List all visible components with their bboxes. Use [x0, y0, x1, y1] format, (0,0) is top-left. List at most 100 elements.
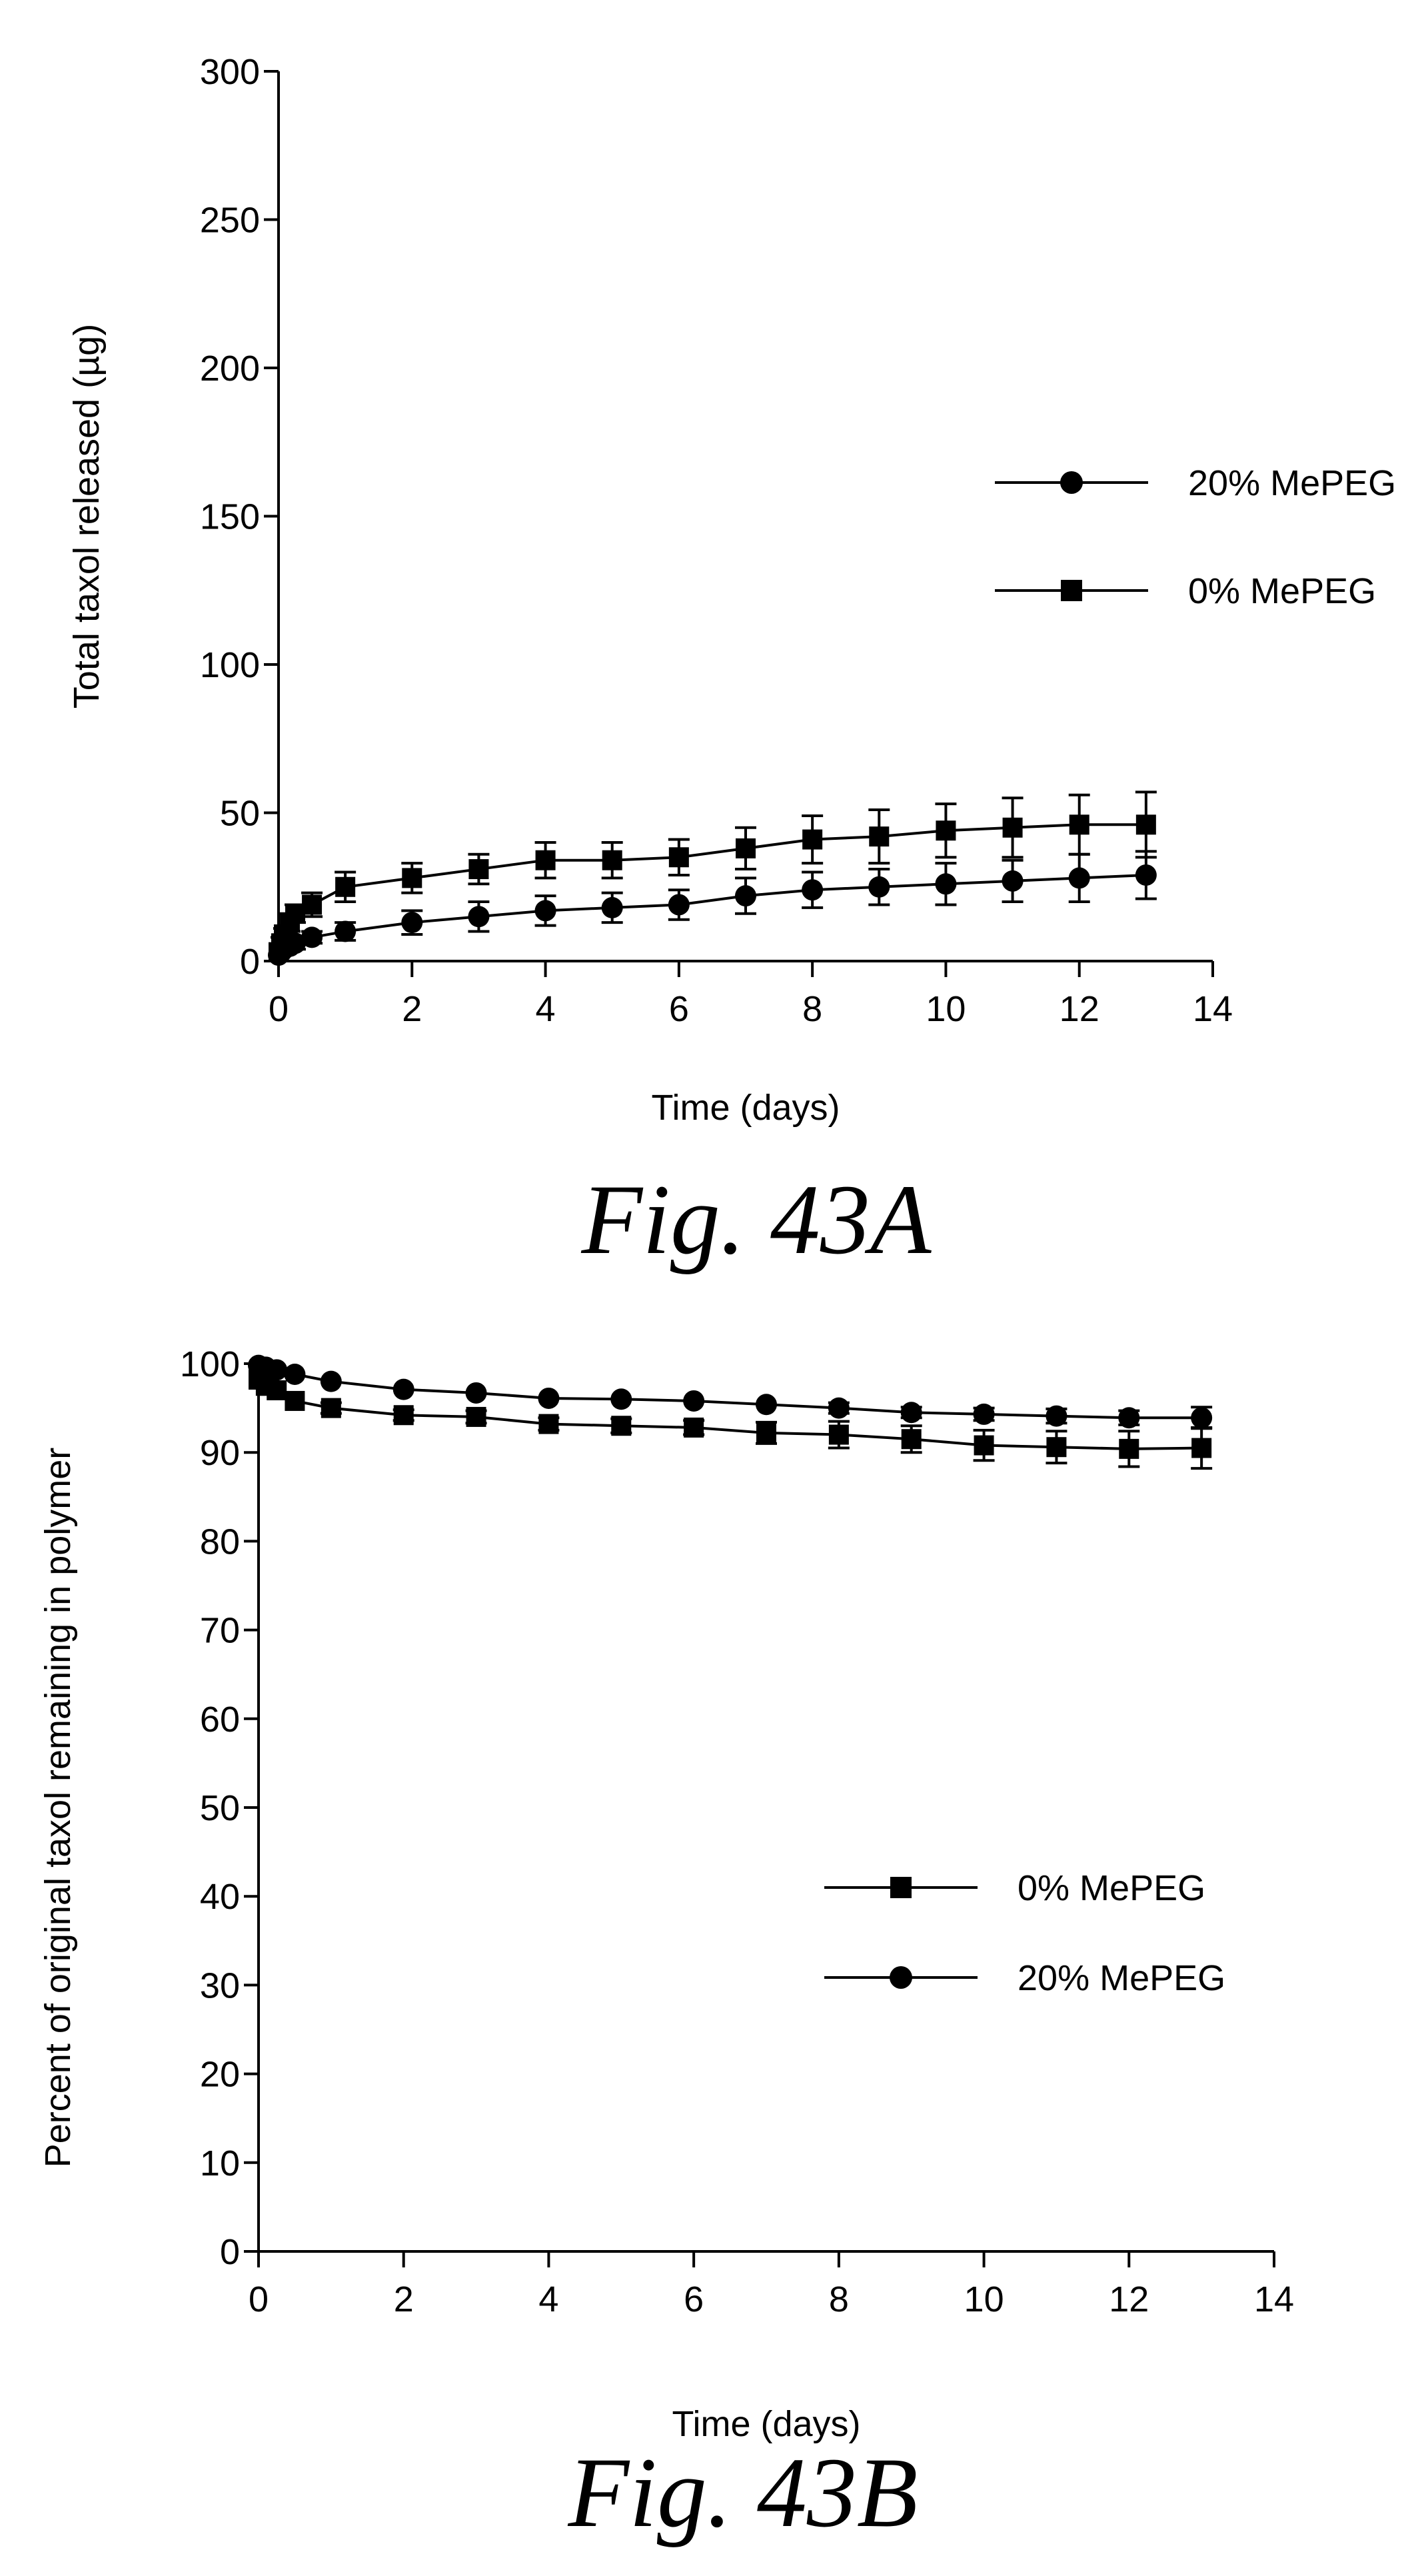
y-tick-label: 100 [200, 645, 260, 685]
data-point-square [869, 826, 889, 846]
y-tick-label: 0 [240, 942, 260, 982]
data-point-square [538, 1414, 558, 1434]
data-point-square [536, 850, 556, 870]
data-point-square [684, 1418, 704, 1438]
data-point-circle [284, 1364, 305, 1385]
data-point-square [402, 868, 422, 888]
y-tick-label: 150 [200, 497, 260, 537]
y-tick-label: 90 [200, 1433, 240, 1473]
y-tick-label: 250 [200, 201, 260, 241]
data-point-circle [974, 1404, 995, 1425]
data-point-square [468, 859, 488, 879]
data-point-circle [828, 1398, 850, 1419]
y-tick-label: 300 [200, 52, 260, 92]
data-point-circle [393, 1379, 414, 1400]
x-tick-label: 4 [538, 2279, 558, 2319]
data-point-circle [538, 1388, 559, 1409]
data-point-circle [668, 894, 690, 915]
data-point-circle [1191, 1407, 1212, 1428]
x-tick-label: 14 [1254, 2279, 1294, 2319]
y-tick-label: 60 [200, 1700, 240, 1740]
legend-marker-circle [890, 1966, 912, 1989]
data-point-circle [266, 1359, 287, 1380]
data-point-square [1046, 1437, 1066, 1457]
legend-marker-circle [1060, 471, 1083, 494]
data-point-square [669, 847, 689, 867]
data-point-square [829, 1425, 849, 1445]
y-tick-label: 70 [200, 1611, 240, 1651]
data-point-circle [321, 1371, 342, 1392]
data-point-square [1069, 814, 1089, 834]
y-tick-label: 40 [200, 1877, 240, 1917]
y-tick-label: 100 [180, 1344, 240, 1384]
data-point-square [902, 1429, 922, 1449]
data-point-circle [1135, 864, 1157, 886]
y-tick-label: 0 [220, 2232, 240, 2272]
data-point-square [321, 1398, 341, 1418]
data-point-circle [868, 876, 890, 898]
data-point-square [285, 1391, 305, 1411]
data-point-square [1119, 1439, 1139, 1459]
x-tick-label: 8 [829, 2279, 849, 2319]
data-point-circle [756, 1394, 777, 1415]
legend-marker-square [890, 1877, 912, 1898]
data-point-square [267, 1380, 287, 1400]
x-tick-label: 14 [1193, 989, 1233, 1029]
data-point-circle [535, 900, 556, 921]
data-point-circle [468, 906, 489, 927]
chart-43a: 05010015020025030002468101214Time (days)… [67, 52, 1396, 1275]
data-point-circle [1046, 1406, 1067, 1427]
x-tick-label: 8 [802, 989, 822, 1029]
data-point-square [335, 877, 355, 897]
y-tick-label: 200 [200, 349, 260, 389]
data-point-circle [602, 897, 623, 918]
legend-marker-square [1061, 580, 1082, 601]
data-point-circle [466, 1382, 487, 1404]
y-tick-label: 50 [200, 1788, 240, 1828]
data-point-circle [335, 921, 356, 942]
y-tick-label: 30 [200, 1965, 240, 2005]
data-point-square [611, 1416, 631, 1436]
y-tick-label: 50 [220, 794, 260, 834]
data-point-circle [802, 879, 823, 900]
y-tick-label: 10 [200, 2143, 240, 2183]
data-point-square [1191, 1438, 1211, 1458]
x-tick-label: 10 [926, 989, 966, 1029]
data-point-square [394, 1405, 414, 1425]
legend-label: 20% MePEG [1188, 463, 1396, 503]
data-point-circle [301, 926, 323, 948]
x-tick-label: 2 [394, 2279, 414, 2319]
y-axis-label: Percent of original taxol remaining in p… [38, 1448, 78, 2168]
x-tick-label: 0 [249, 2279, 269, 2319]
x-tick-label: 6 [669, 989, 689, 1029]
data-point-square [736, 838, 756, 858]
data-point-square [1136, 814, 1156, 834]
figure-caption: Fig. 43B [568, 2437, 918, 2548]
data-point-circle [1069, 867, 1090, 888]
x-tick-label: 4 [536, 989, 556, 1029]
data-point-circle [735, 885, 756, 906]
x-tick-label: 2 [402, 989, 422, 1029]
legend-label: 0% MePEG [1018, 1868, 1205, 1908]
x-tick-label: 12 [1109, 2279, 1149, 2319]
data-point-square [602, 850, 622, 870]
x-tick-label: 6 [684, 2279, 704, 2319]
data-point-square [756, 1423, 776, 1443]
data-point-square [974, 1436, 994, 1456]
data-point-circle [401, 912, 422, 933]
legend-label: 20% MePEG [1018, 1958, 1225, 1998]
legend-label: 0% MePEG [1188, 571, 1376, 611]
chart-43b: 010203040506070809010002468101214Time (d… [38, 1344, 1294, 2548]
data-point-circle [610, 1388, 632, 1410]
data-point-circle [683, 1390, 704, 1412]
y-axis-label: Total taxol released (µg) [67, 324, 107, 708]
x-tick-label: 10 [964, 2279, 1004, 2319]
x-tick-label: 0 [269, 989, 289, 1029]
data-point-circle [901, 1402, 922, 1423]
y-tick-label: 80 [200, 1522, 240, 1562]
data-point-circle [1002, 870, 1024, 892]
data-point-circle [1118, 1407, 1139, 1428]
data-point-circle [935, 873, 956, 894]
data-point-square [802, 830, 822, 850]
data-point-square [302, 894, 322, 914]
